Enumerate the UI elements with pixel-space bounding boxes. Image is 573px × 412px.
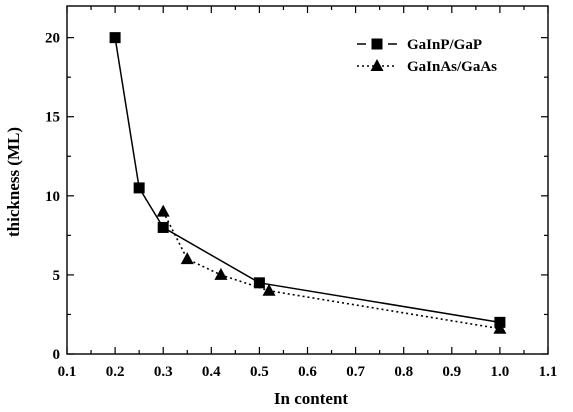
legend: GaInP/GaP GaInAs/GaAs (357, 37, 497, 75)
data-point (262, 283, 276, 296)
x-tick-label: 1.0 (491, 364, 510, 380)
x-tick-label: 0.1 (58, 364, 77, 380)
y-tick-label: 20 (45, 31, 60, 47)
x-tick-label: 0.8 (394, 364, 413, 380)
x-tick-label: 0.9 (442, 364, 461, 380)
x-tick-label: 0.3 (154, 364, 173, 380)
legend-marker (370, 59, 384, 71)
data-point (157, 221, 169, 233)
y-tick-label: 5 (53, 268, 61, 284)
x-tick-label: 0.6 (298, 364, 317, 380)
x-axis-title: In content (274, 389, 348, 408)
x-tick-label: 0.7 (346, 364, 365, 380)
data-point (156, 204, 170, 217)
data-point (109, 32, 121, 44)
series-line (162, 211, 501, 330)
series-1 (109, 32, 506, 328)
legend-label: GaInP/GaP (407, 37, 482, 53)
y-tick-label: 15 (45, 110, 60, 126)
y-tick-label: 0 (53, 347, 61, 363)
x-tick-label: 1.1 (539, 364, 558, 380)
x-tick-label: 0.4 (202, 364, 221, 380)
data-point (180, 252, 194, 265)
axis-ticks: 0.1 0.2 0.3 0.4 0.5 0.6 0.7 0.8 0.9 1.0 1.1 0 5 10 15 2… (45, 6, 557, 380)
series-line (114, 37, 501, 324)
data-point (133, 182, 145, 194)
x-tick-label: 0.5 (250, 364, 269, 380)
legend-label: GaInAs/GaAs (407, 59, 497, 75)
x-tick-label: 0.2 (106, 364, 125, 380)
data-point (253, 277, 265, 289)
legend-marker (371, 38, 383, 50)
data-point (214, 267, 228, 280)
series-layer (109, 32, 507, 334)
data-point (493, 321, 507, 334)
series-2 (156, 204, 507, 334)
y-tick-label: 10 (45, 189, 60, 205)
y-axis-title: thickness (ML) (4, 127, 23, 237)
